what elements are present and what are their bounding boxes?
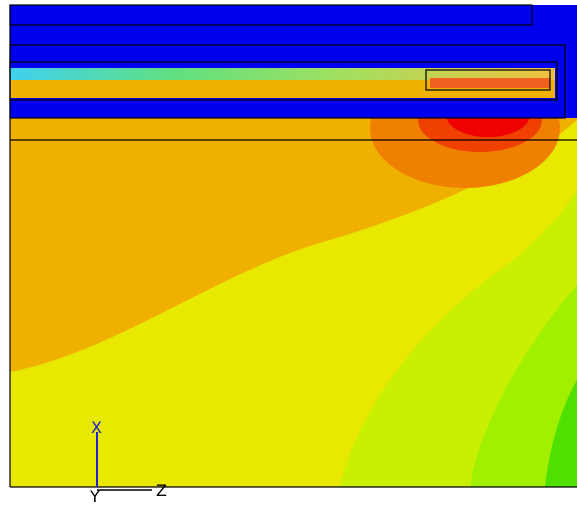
triad-y-label: Y — [89, 487, 100, 506]
triad-x-label: X — [91, 418, 102, 437]
axis-triad: X Y Z — [89, 418, 167, 506]
orange-strip — [10, 80, 555, 98]
active-strip — [10, 68, 555, 80]
dark-green-zone — [545, 380, 577, 487]
green-zone — [470, 285, 577, 487]
outline — [425, 69, 551, 91]
hot-strip — [430, 78, 550, 88]
contour-field — [10, 5, 577, 487]
geometry-outlines — [9, 4, 577, 488]
triad-z-label: Z — [156, 481, 167, 500]
